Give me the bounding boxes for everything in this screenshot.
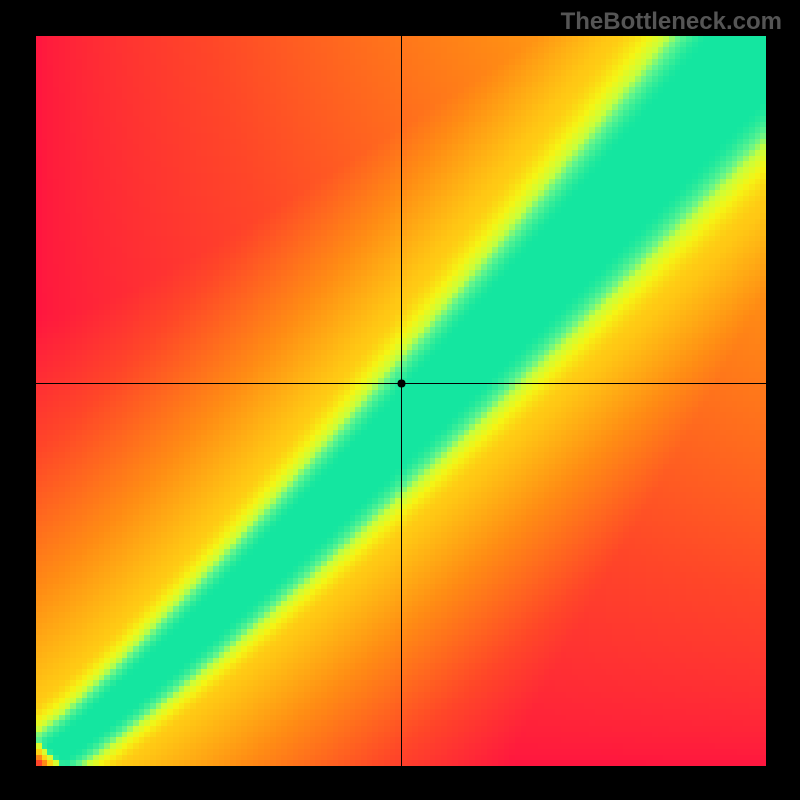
branding-watermark: TheBottleneck.com <box>561 8 782 36</box>
heatmap-canvas <box>36 36 766 766</box>
figure-container: TheBottleneck.com <box>0 0 800 800</box>
